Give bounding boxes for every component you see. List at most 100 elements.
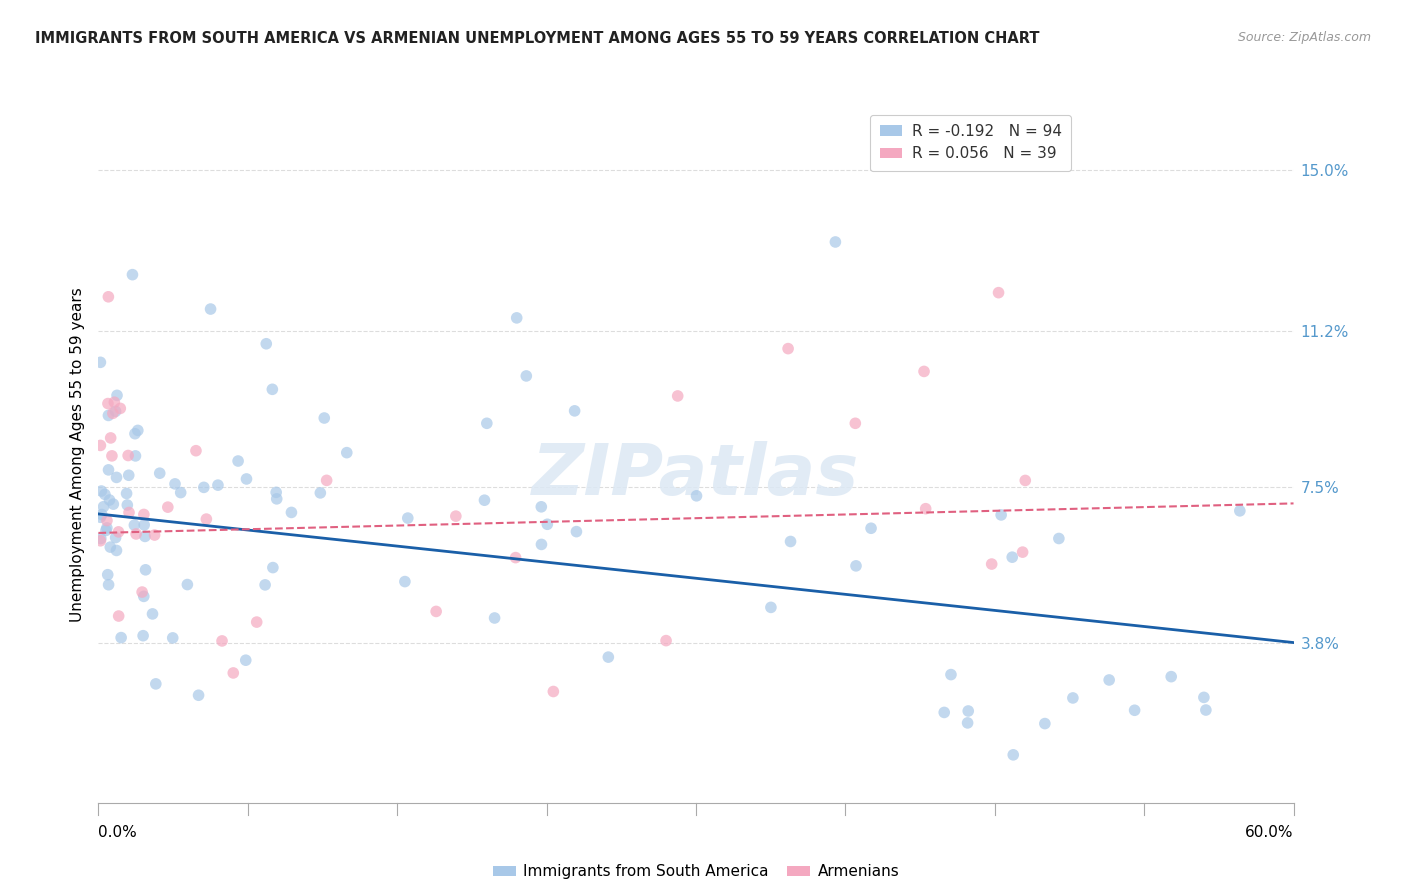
Point xyxy=(759,600,782,615)
Point xyxy=(860,521,883,535)
Point xyxy=(162,631,184,645)
Point xyxy=(107,524,129,539)
Point xyxy=(121,268,143,282)
Point xyxy=(90,508,112,522)
Point xyxy=(266,491,288,506)
Point xyxy=(1098,673,1121,687)
Point xyxy=(987,285,1010,300)
Point xyxy=(543,684,565,698)
Point xyxy=(135,563,157,577)
Point xyxy=(105,470,128,484)
Point xyxy=(132,508,155,522)
Text: 0.0%: 0.0% xyxy=(98,825,138,840)
Point xyxy=(143,528,166,542)
Point xyxy=(124,449,146,463)
Point xyxy=(1160,670,1182,684)
Point xyxy=(193,480,215,494)
Point xyxy=(425,604,447,618)
Point xyxy=(1123,703,1146,717)
Point xyxy=(246,615,269,629)
Point xyxy=(1001,550,1024,565)
Point xyxy=(132,590,155,604)
Point xyxy=(315,474,337,488)
Point xyxy=(685,489,707,503)
Text: ZIPatlas: ZIPatlas xyxy=(533,442,859,510)
Point xyxy=(117,449,139,463)
Point xyxy=(235,472,257,486)
Point xyxy=(97,463,120,477)
Point xyxy=(98,493,121,508)
Point xyxy=(97,396,120,410)
Point xyxy=(211,634,233,648)
Point xyxy=(254,578,277,592)
Point xyxy=(262,560,284,574)
Point xyxy=(980,557,1002,571)
Point xyxy=(94,487,117,501)
Point xyxy=(506,310,529,325)
Point xyxy=(97,290,120,304)
Point xyxy=(90,532,112,546)
Point xyxy=(124,518,146,533)
Point xyxy=(824,235,846,249)
Point xyxy=(1062,690,1084,705)
Point xyxy=(264,485,287,500)
Point xyxy=(118,506,141,520)
Point xyxy=(309,486,332,500)
Point xyxy=(957,704,980,718)
Point xyxy=(103,395,125,409)
Point xyxy=(254,336,277,351)
Point xyxy=(163,476,186,491)
Point xyxy=(97,409,120,423)
Point xyxy=(134,517,156,532)
Point xyxy=(187,688,209,702)
Point xyxy=(101,449,124,463)
Point xyxy=(1011,545,1033,559)
Point xyxy=(100,431,122,445)
Point xyxy=(110,631,132,645)
Y-axis label: Unemployment Among Ages 55 to 59 years: Unemployment Among Ages 55 to 59 years xyxy=(69,287,84,623)
Point xyxy=(117,498,139,512)
Text: Source: ZipAtlas.com: Source: ZipAtlas.com xyxy=(1237,31,1371,45)
Point xyxy=(914,501,936,516)
Point xyxy=(262,382,284,396)
Point xyxy=(131,585,153,599)
Point xyxy=(314,411,336,425)
Point xyxy=(505,550,527,565)
Point xyxy=(530,537,553,551)
Point xyxy=(184,443,207,458)
Point xyxy=(145,677,167,691)
Point xyxy=(207,478,229,492)
Point xyxy=(536,517,558,532)
Point xyxy=(564,404,586,418)
Point xyxy=(103,497,125,511)
Point xyxy=(89,355,111,369)
Point xyxy=(956,715,979,730)
Point xyxy=(598,650,620,665)
Point xyxy=(280,505,302,519)
Text: 60.0%: 60.0% xyxy=(1246,825,1294,840)
Point xyxy=(222,665,245,680)
Legend: Immigrants from South America, Armenians: Immigrants from South America, Armenians xyxy=(486,858,905,886)
Point xyxy=(90,483,112,498)
Point xyxy=(89,533,111,548)
Point xyxy=(235,653,257,667)
Point xyxy=(94,524,117,538)
Point xyxy=(444,509,467,524)
Point xyxy=(104,404,127,418)
Point xyxy=(101,406,124,420)
Point xyxy=(565,524,588,539)
Point xyxy=(779,534,801,549)
Text: IMMIGRANTS FROM SOUTH AMERICA VS ARMENIAN UNEMPLOYMENT AMONG AGES 55 TO 59 YEARS: IMMIGRANTS FROM SOUTH AMERICA VS ARMENIA… xyxy=(35,31,1039,46)
Point xyxy=(1033,716,1056,731)
Point xyxy=(98,540,121,554)
Point xyxy=(89,510,111,524)
Point xyxy=(655,633,678,648)
Point xyxy=(96,514,118,528)
Point xyxy=(127,424,149,438)
Point xyxy=(394,574,416,589)
Point xyxy=(97,578,120,592)
Point xyxy=(912,364,935,378)
Point xyxy=(105,388,128,402)
Point xyxy=(666,389,689,403)
Point xyxy=(93,500,115,514)
